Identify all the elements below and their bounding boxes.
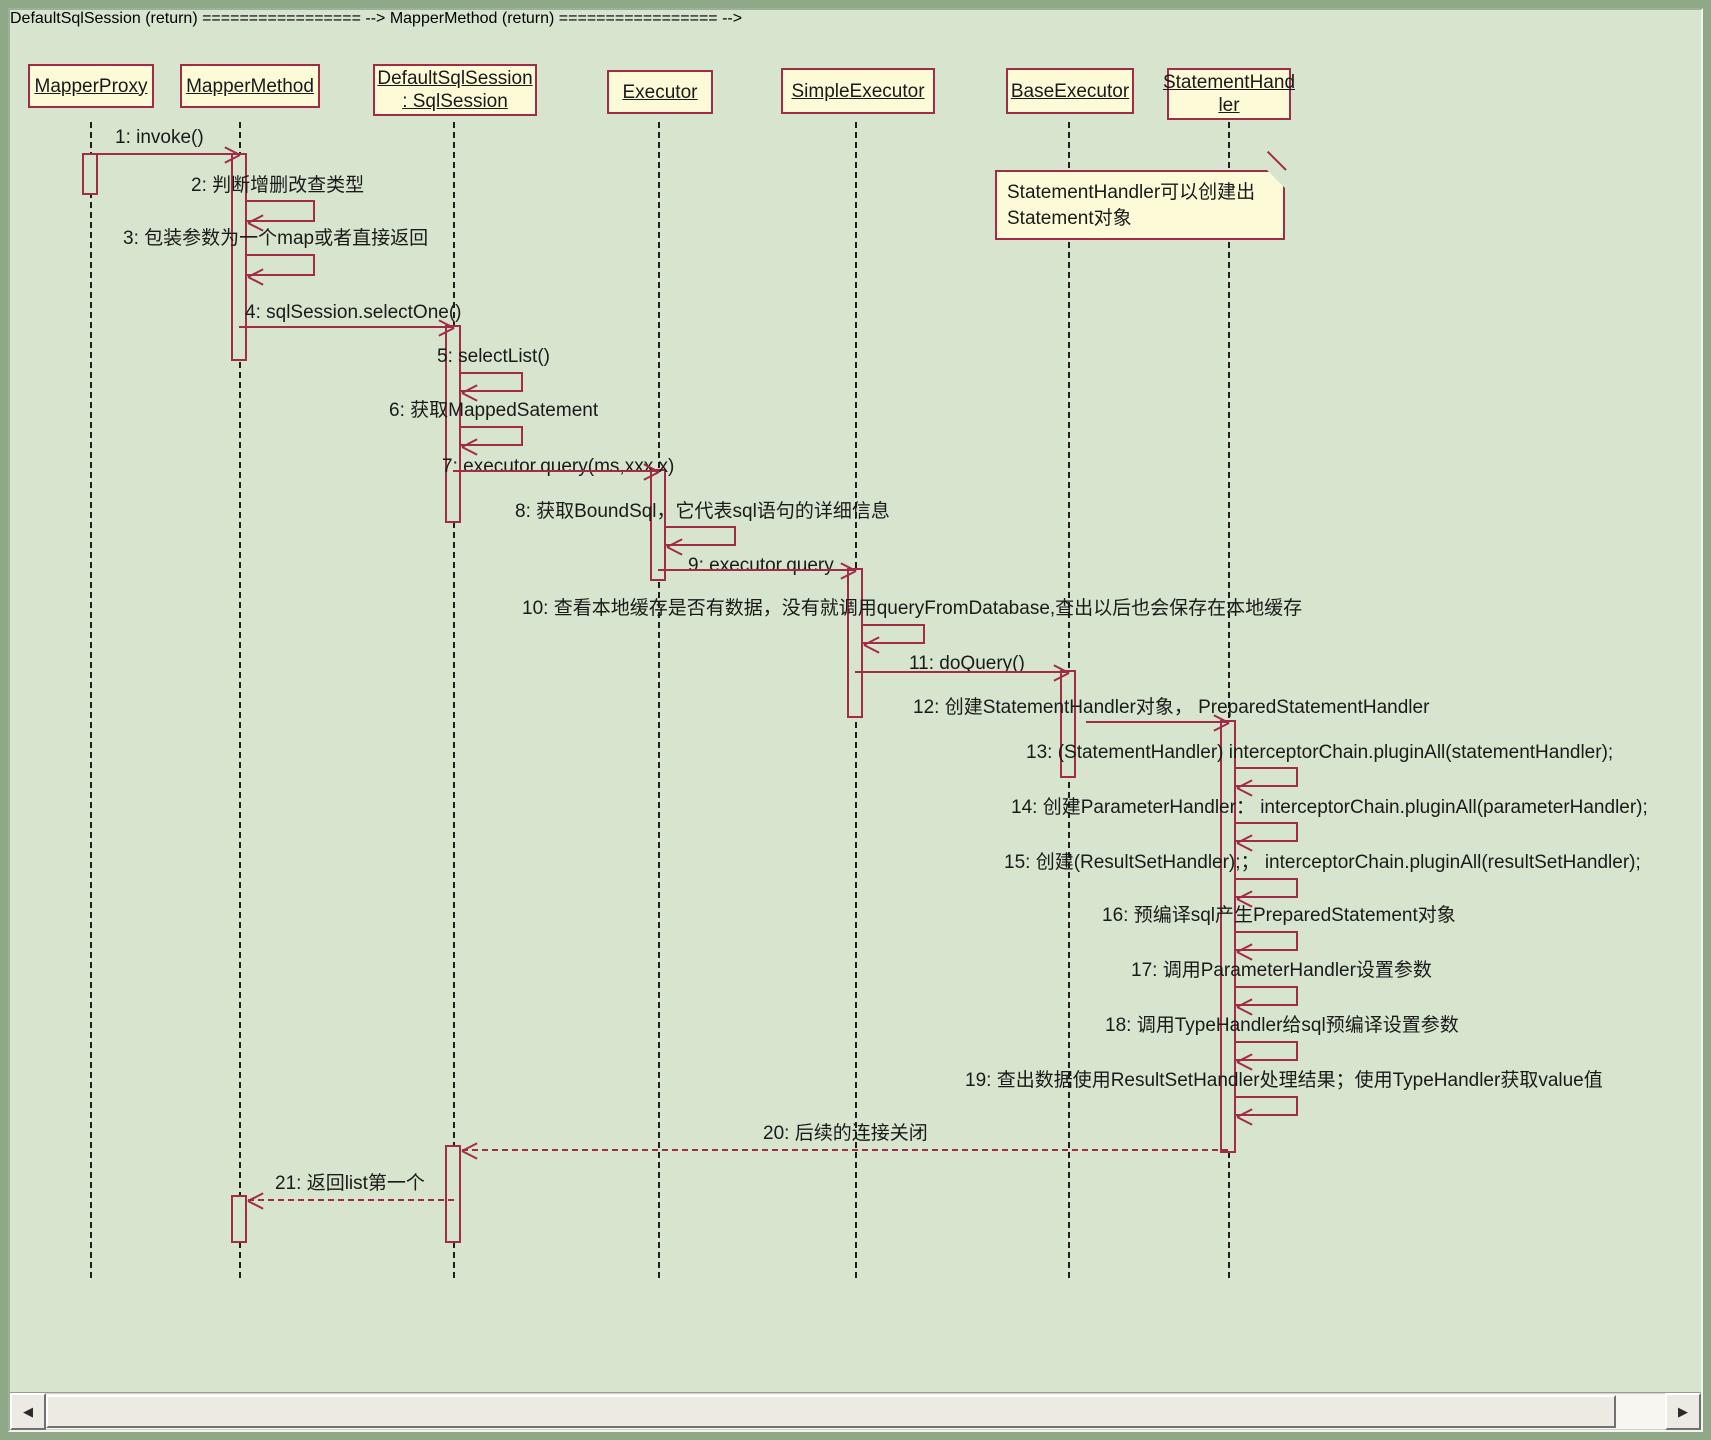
- message-selfloop-5: [461, 372, 523, 392]
- scroll-right-button[interactable]: ▶: [1665, 1393, 1701, 1430]
- message-line-9: [658, 569, 856, 571]
- message-label-14: 14: 创建ParameterHandler： interceptorChain…: [1011, 797, 1648, 818]
- lifeline-line-defaultsqlsession: [453, 122, 455, 1278]
- scroll-left-button[interactable]: ◀: [10, 1393, 46, 1430]
- message-label-2: 2: 判断增删改查类型: [191, 175, 365, 196]
- message-selfloop-8: [666, 526, 736, 546]
- message-label-21: 21: 返回list第一个: [275, 1173, 425, 1194]
- message-label-19: 19: 查出数据使用ResultSetHandler处理结果；使用TypeHan…: [965, 1070, 1603, 1091]
- message-selfloop-16: [1236, 931, 1298, 951]
- message-label-12: 12: 创建StatementHandler对象， PreparedStatem…: [913, 697, 1430, 718]
- note-statementhandler[interactable]: StatementHandler可以创建出 Statement对象: [995, 150, 1287, 240]
- message-line-12: [1086, 721, 1229, 723]
- lifeline-label: DefaultSqlSession: [377, 68, 533, 89]
- message-label-5: 5: selectList(): [437, 346, 550, 367]
- message-label-7: 7: executor.query(ms,xxx,x): [442, 456, 675, 477]
- message-label-15: 15: 创建(ResultSetHandler);； interceptorCh…: [1004, 852, 1641, 873]
- note-fold-corner-icon: [1267, 170, 1285, 188]
- lifeline-label: BaseExecutor: [1010, 80, 1130, 102]
- diagram-frame: MapperProxy MapperMethod DefaultSqlSessi…: [8, 8, 1703, 1432]
- scrollbar-track[interactable]: [46, 1393, 1665, 1430]
- message-selfloop-10: [863, 624, 925, 644]
- lifeline-label-secondary: ler: [1218, 95, 1240, 116]
- message-selfloop-14: [1236, 822, 1298, 842]
- lifeline-head-mapperproxy[interactable]: MapperProxy: [28, 64, 154, 108]
- message-label-16: 16: 预编译sql产生PreparedStatement对象: [1102, 905, 1456, 926]
- message-label-18: 18: 调用TypeHandler给sql预编译设置参数: [1105, 1015, 1459, 1036]
- message-selfloop-18: [1236, 1041, 1298, 1061]
- lifeline-line-statementhandler: [1228, 122, 1230, 1278]
- activation-defaultsqlsession-return: [445, 1145, 461, 1243]
- activation-mapperproxy: [82, 153, 98, 195]
- message-label-9: 9: executor.query: [688, 555, 834, 576]
- lifeline-line-executor: [658, 122, 660, 1278]
- horizontal-scrollbar[interactable]: ◀ ▶: [10, 1392, 1701, 1430]
- message-label-20: 20: 后续的连接关闭: [763, 1123, 928, 1144]
- note-line-1: StatementHandler可以创建出: [1007, 182, 1256, 203]
- message-line-7: [453, 470, 659, 472]
- lifeline-head-baseexecutor[interactable]: BaseExecutor: [1006, 68, 1134, 114]
- message-label-17: 17: 调用ParameterHandler设置参数: [1131, 960, 1432, 981]
- diagram-canvas[interactable]: MapperProxy MapperMethod DefaultSqlSessi…: [10, 10, 1701, 1392]
- scrollbar-thumb[interactable]: [46, 1395, 1617, 1428]
- message-line-20: [462, 1149, 1228, 1151]
- note-line-2: Statement对象: [1007, 208, 1132, 229]
- lifeline-line-mappermethod: [239, 122, 241, 1278]
- lifeline-head-executor[interactable]: Executor: [607, 70, 713, 114]
- message-label-3: 3: 包装参数为一个map或者直接返回: [123, 228, 429, 249]
- lifeline-label: MapperMethod: [186, 75, 314, 97]
- message-label-1: 1: invoke(): [115, 127, 204, 148]
- message-label-6: 6: 获取MappedSatement: [389, 400, 599, 421]
- message-line-11: [855, 671, 1069, 673]
- note-fold-line-icon: [1266, 150, 1287, 171]
- lifeline-label: SimpleExecutor: [791, 80, 925, 102]
- lifeline-line-mapperproxy: [90, 122, 92, 1278]
- message-selfloop-17: [1236, 986, 1298, 1006]
- lifeline-label: Executor: [622, 81, 698, 103]
- message-selfloop-13: [1236, 767, 1298, 787]
- message-selfloop-6: [461, 426, 523, 446]
- lifeline-head-statementhandler[interactable]: StatementHand ler: [1163, 68, 1295, 120]
- message-selfloop-2: [247, 200, 315, 222]
- activation-executor: [650, 469, 666, 581]
- message-line-1: [90, 153, 240, 155]
- message-selfloop-15: [1236, 878, 1298, 898]
- message-label-11: 11: doQuery(): [909, 653, 1025, 674]
- message-label-13: 13: (StatementHandler) interceptorChain.…: [1026, 742, 1614, 763]
- message-label-4: 4: sqlSession.selectOne(): [245, 302, 462, 323]
- lifeline-head-mappermethod[interactable]: MapperMethod: [180, 64, 320, 108]
- lifeline-label: MapperProxy: [34, 75, 148, 97]
- message-line-21: [248, 1199, 454, 1201]
- lifeline-label: StatementHand: [1162, 72, 1296, 93]
- lifeline-head-defaultsqlsession[interactable]: DefaultSqlSession : SqlSession: [373, 64, 537, 116]
- message-selfloop-19: [1236, 1096, 1298, 1116]
- lifeline-label-secondary: : SqlSession: [402, 91, 508, 112]
- message-line-4: [239, 326, 454, 328]
- activation-simpleexecutor: [847, 568, 863, 718]
- message-label-8: 8: 获取BoundSql，它代表sql语句的详细信息: [515, 501, 890, 522]
- lifeline-head-simpleexecutor[interactable]: SimpleExecutor: [781, 68, 935, 114]
- message-label-10: 10: 查看本地缓存是否有数据，没有就调用queryFromDatabase,查…: [522, 598, 1303, 619]
- message-selfloop-3: [247, 254, 315, 276]
- activation-mappermethod-return: [231, 1195, 247, 1243]
